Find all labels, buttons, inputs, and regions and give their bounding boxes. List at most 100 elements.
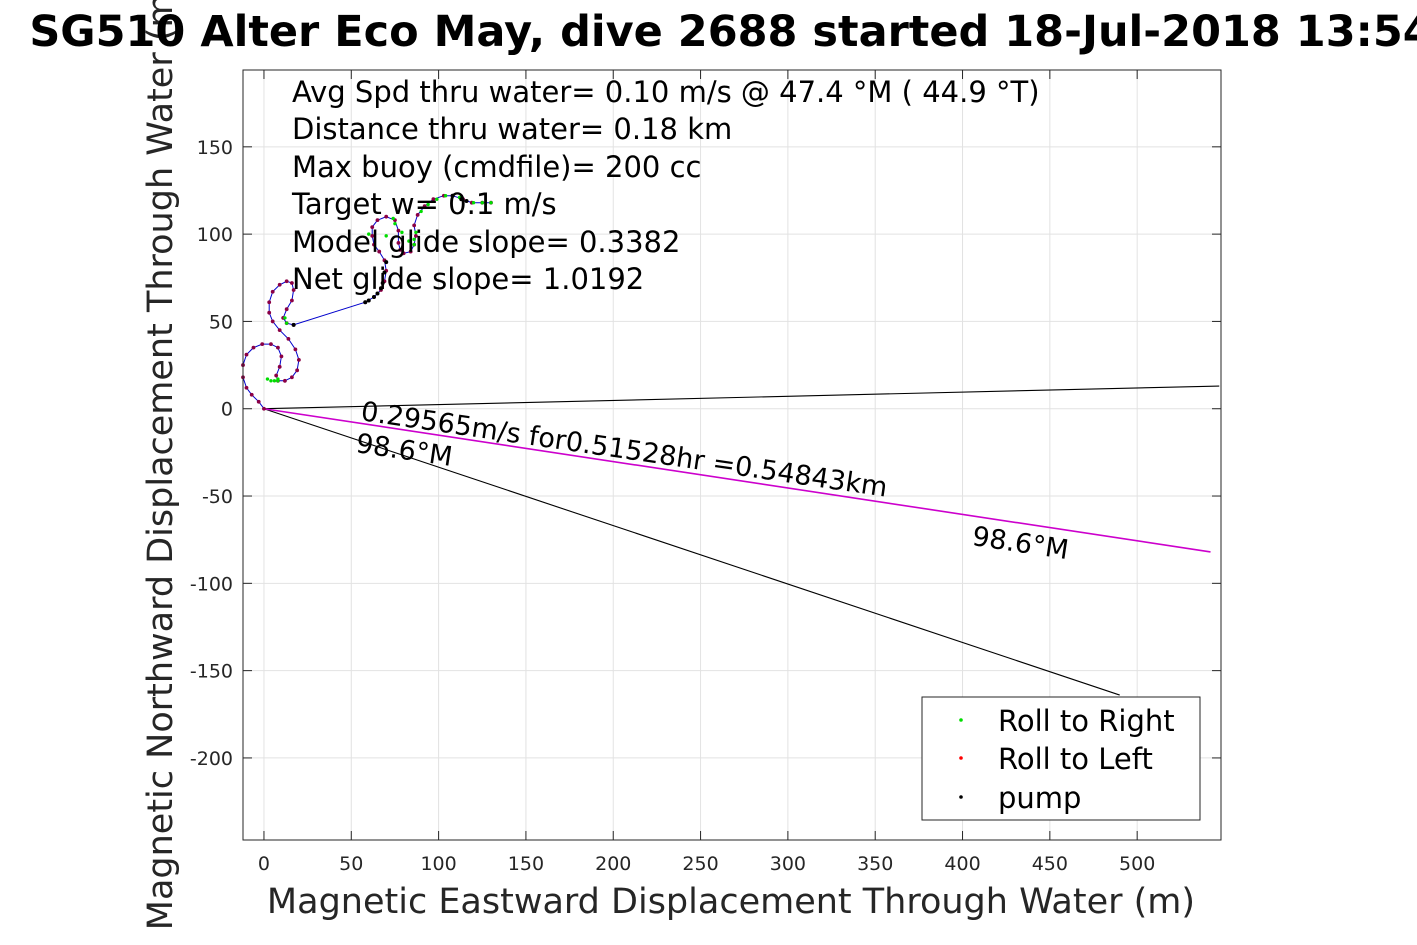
track-point [256,399,261,404]
point-markers [241,193,493,411]
track-point [412,223,417,228]
track-point [431,197,436,202]
x-tick-label: 150 [508,853,544,875]
y-tick-label: -100 [190,573,233,595]
legend-label-roll-left: Roll to Left [998,742,1153,776]
x-tick-label: 450 [1032,853,1068,875]
track-point [422,204,427,209]
roll-right-point [384,234,388,238]
pump-point [380,281,385,286]
track-point [296,357,301,362]
stats-block: Avg Spd thru water= 0.10 m/s @ 47.4 °M (… [291,75,1040,296]
pump-point [375,291,380,296]
track-point [249,392,254,397]
roll-right-point [276,377,280,381]
pump-point [459,197,464,202]
pump-point [378,286,383,291]
track-point [290,281,294,285]
track-point [401,251,406,256]
axis-ticks: 0 50 100 150 200 250 300 350 400 450 500-200-150-1… [190,70,1221,875]
track-point [370,225,375,230]
roll-right-point [284,321,289,325]
legend-marker-pump [959,795,963,799]
track-point [262,406,266,411]
roll-right-point [265,377,270,381]
track-point [283,378,287,383]
pump-point [371,294,376,299]
y-tick-label: 150 [197,137,233,159]
track-point [295,368,300,373]
legend-label-pump: pump [998,781,1081,815]
track-point [413,233,418,238]
roll-right-point [419,209,423,214]
current-line [263,407,1211,553]
roll-right-point [412,242,416,247]
roll-right-point [272,379,277,383]
roll-right-point [412,237,416,242]
roll-right-point [367,232,371,236]
reference-lines [263,385,1220,696]
pump-point [363,300,368,305]
roll-right-point [283,316,287,320]
stat-max-buoy: Max buoy (cmdfile)= 200 cc [292,150,701,184]
track-point [267,300,272,305]
roll-right-point [391,216,395,221]
pump-point [382,270,387,275]
x-tick-label: 400 [944,853,980,875]
stat-avg-speed: Avg Spd thru water= 0.10 m/s @ 47.4 °M (… [292,75,1040,109]
roll-right-point [480,200,484,205]
x-tick-label: 100 [420,853,456,875]
track-point [277,364,282,369]
y-tick-label: -50 [202,486,233,508]
roll-right-point [489,200,493,205]
track-point [277,328,282,333]
roll-right-point [269,379,273,383]
track-point [251,345,256,350]
y-tick-label: -150 [190,661,233,683]
track-point [396,240,401,245]
y-tick-label: 100 [197,224,233,246]
roll-right-point [426,202,430,207]
x-tick-label: 50 [339,853,363,875]
track-point [384,214,389,219]
roll-right-point [414,230,418,235]
x-axis-label: Magnetic Eastward Displacement Through W… [267,882,1195,922]
legend-marker-roll-left [959,756,963,760]
roll-right-point [407,239,411,243]
track-point [276,345,280,350]
roll-right-point [393,221,397,226]
stat-target-w: Target w= 0.1 m/s [291,187,557,221]
track-point [274,373,279,378]
x-tick-label: 250 [682,853,718,875]
x-tick-label: 350 [857,853,893,875]
track-point [375,218,380,223]
track-point [415,213,420,217]
stat-distance: Distance thru water= 0.18 km [292,112,732,146]
reference-line [263,385,1220,410]
roll-right-point [443,194,448,198]
y-tick-label: -200 [190,748,233,770]
stat-model-glide: Model glide slope= 0.3382 [292,225,680,259]
track-point [284,307,289,312]
roll-right-point [435,197,439,201]
track-point [291,288,296,292]
legend: Roll to Right Roll to Left pump [921,696,1201,821]
x-tick-label: 500 [1119,853,1155,875]
track-point [396,228,401,233]
track-point [284,279,289,284]
reference-line [263,408,1120,696]
track-point [398,247,403,252]
pump-point [384,260,389,265]
x-tick-label: 300 [770,853,806,875]
current-line-group [263,407,1211,553]
track-point [293,347,298,352]
track-point [279,354,284,359]
track-point [290,298,294,303]
y-tick-label: 50 [209,311,233,333]
track-point [260,342,265,347]
track-point [290,375,294,380]
track-point [270,319,275,324]
track-point [286,336,291,341]
stat-net-glide: Net glide slope= 1.0192 [292,262,644,296]
